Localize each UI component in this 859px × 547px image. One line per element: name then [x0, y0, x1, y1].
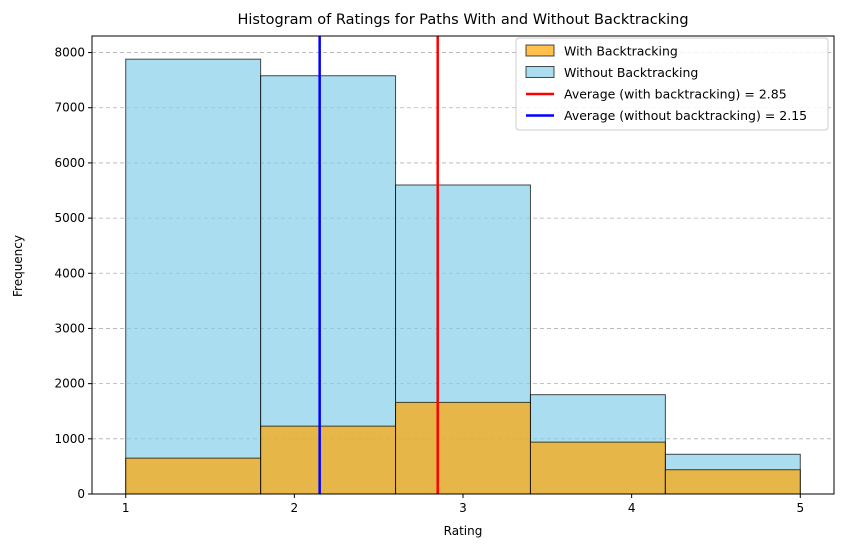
- bar-with-backtracking: [529, 441, 666, 495]
- x-axis-ticks: 1 2 3 4 5: [122, 494, 804, 515]
- legend: With Backtracking Without Backtracking Ave…: [515, 37, 829, 131]
- x-axis-label: Rating: [444, 524, 483, 538]
- bar-with-backtracking: [395, 401, 531, 495]
- x-tick-label: 2: [291, 501, 299, 515]
- y-tick-label: 5000: [54, 211, 85, 225]
- y-tick-label: 7000: [54, 101, 85, 115]
- bar-with-backtracking: [260, 425, 397, 495]
- legend-swatch: [525, 44, 555, 57]
- bar-with-backtracking: [125, 457, 262, 495]
- y-tick-label: 1000: [54, 432, 85, 446]
- legend-label: With Backtracking: [564, 44, 678, 59]
- legend-box: [515, 37, 829, 131]
- bar-without-backtracking: [125, 58, 262, 495]
- y-tick-label: 8000: [54, 46, 85, 60]
- y-axis-ticks: 0 1000 2000 3000 4000 5000 6000 7000 8000: [54, 46, 92, 501]
- legend-label: Average (without backtracking) = 2.15: [564, 108, 807, 123]
- x-tick-label: 3: [459, 501, 467, 515]
- legend-swatch: [525, 66, 555, 78]
- x-tick-label: 1: [122, 501, 130, 515]
- y-tick-label: 3000: [54, 321, 85, 335]
- chart-title: Histogram of Ratings for Paths With and …: [237, 12, 688, 28]
- bars: [125, 58, 801, 495]
- y-tick-label: 6000: [54, 156, 85, 170]
- x-tick-label: 4: [628, 501, 636, 515]
- y-tick-label: 0: [77, 487, 85, 501]
- y-tick-label: 4000: [54, 266, 85, 280]
- x-tick-label: 5: [796, 501, 804, 515]
- bar-with-backtracking: [664, 469, 801, 495]
- y-axis-label: Frequency: [11, 235, 25, 297]
- legend-label: Average (with backtracking) = 2.85: [564, 87, 787, 102]
- y-tick-label: 2000: [54, 377, 85, 391]
- legend-label: Without Backtracking: [564, 65, 698, 80]
- reference-lines: [318, 36, 439, 494]
